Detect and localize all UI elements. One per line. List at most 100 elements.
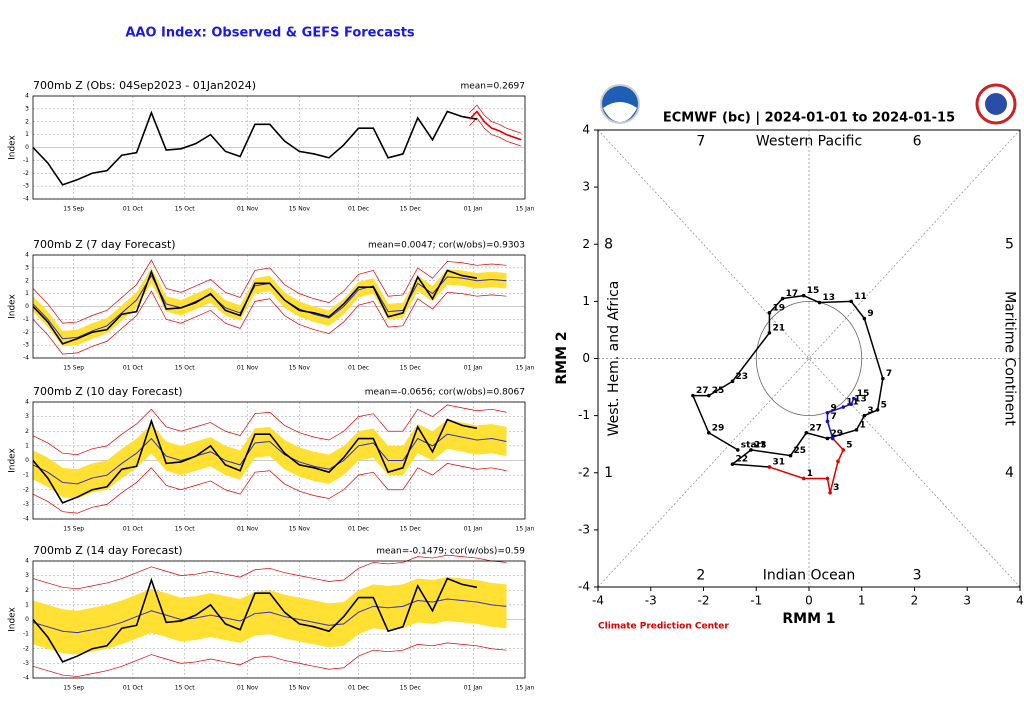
x-tick-label: 15 Nov: [289, 526, 311, 533]
x-tick-label: 01 Jan: [464, 685, 483, 692]
y-tick-label: 2: [25, 587, 29, 594]
track-point: [825, 419, 830, 424]
track-point: [817, 300, 822, 305]
track-point: [767, 311, 772, 315]
envelope-line: [469, 104, 522, 134]
y-tick-label: -3: [23, 501, 29, 508]
y-tick-label: -1: [23, 472, 29, 479]
y-tick-label: -4: [23, 675, 29, 682]
panel-title: 700mb Z (10 day Forecast): [33, 385, 183, 398]
x-tick-label: 15 Oct: [175, 685, 196, 692]
envelope-line: [32, 463, 507, 514]
phase-label: 6: [913, 133, 922, 149]
plot-frame: [32, 95, 526, 200]
x-tick-label: 0: [805, 594, 813, 608]
y-tick-label: 3: [582, 180, 590, 194]
track-point: [849, 402, 853, 407]
phase-label: 5: [1005, 236, 1014, 252]
series-line: [32, 269, 478, 345]
series-line: [32, 577, 478, 663]
x-tick-label: 01 Oct: [123, 206, 144, 213]
envelope-line: [32, 259, 507, 324]
track-point: [825, 410, 830, 415]
panel-title: 700mb Z (7 day Forecast): [33, 238, 176, 251]
y-tick-label: 0: [25, 303, 29, 310]
track-label: 5: [881, 400, 887, 410]
plot-frame: [32, 254, 526, 359]
y-tick-label: 3: [25, 105, 29, 112]
track-point: [767, 330, 772, 335]
track-point: [825, 476, 830, 481]
y-tick-label: 2: [25, 118, 29, 125]
chart-title: ECMWF (bc) | 2024-01-01 to 2024-01-15: [663, 111, 955, 126]
region-label: Western Pacific: [756, 133, 862, 149]
track-label: 9: [867, 309, 873, 319]
x-tick-label: 01 Nov: [237, 365, 259, 372]
x-tick-label: 15 Jan: [516, 206, 535, 213]
unit-circle: [755, 300, 863, 417]
envelope-line: [32, 404, 507, 456]
panel-annotation: mean=0.2697: [460, 82, 525, 92]
x-tick-label: 01 Nov: [237, 685, 259, 692]
track-point: [849, 299, 853, 304]
y-tick-label: -2: [23, 170, 29, 177]
phase-label: 3: [913, 568, 922, 584]
panel-annotation: mean=-0.1479; cor(w/obs)=0.59: [376, 547, 525, 557]
y-tick-label: 0: [25, 616, 29, 623]
y-tick-label: 3: [25, 572, 29, 579]
track-label: 7: [886, 369, 892, 379]
x-tick-label: 01 Dec: [348, 206, 369, 213]
x-tick-label: 01 Jan: [464, 206, 483, 213]
track-label: 11: [854, 292, 867, 302]
panel-title: 700mb Z (14 day Forecast): [33, 544, 183, 557]
phase-label: 4: [1005, 465, 1014, 481]
x-tick-label: -1: [750, 594, 762, 608]
track-label: 1: [859, 420, 865, 430]
x-tick-label: 15 Jan: [516, 526, 535, 533]
track-point: [830, 436, 835, 441]
track-point: [706, 393, 711, 398]
track-label: 3: [867, 406, 873, 416]
x-tick-label: -3: [645, 594, 657, 608]
y-tick-label: -1: [23, 157, 29, 164]
track-point: [691, 393, 695, 398]
track-point: [836, 459, 840, 464]
y-tick-label: -3: [23, 660, 29, 667]
y-tick-label: 3: [25, 413, 29, 420]
y-tick-label: 2: [25, 428, 29, 435]
y-tick-label: -3: [23, 342, 29, 349]
y-axis-label: RMM 2: [554, 331, 570, 384]
y-tick-label: -3: [23, 183, 29, 190]
y-tick-label: 4: [25, 252, 29, 259]
y-tick-label: 4: [25, 558, 29, 565]
x-tick-label: 15 Oct: [175, 206, 196, 213]
x-tick-label: 01 Dec: [348, 526, 369, 533]
y-tick-label: 1: [25, 290, 29, 297]
series-line: [468, 110, 522, 141]
track-point: [854, 428, 859, 432]
track-point: [801, 476, 806, 481]
y-tick-label: -4: [23, 196, 29, 203]
x-tick-label: 01 Jan: [464, 526, 483, 533]
y-tick-label: 4: [25, 93, 29, 100]
track-label: 15: [857, 389, 870, 399]
track-label: 13: [854, 395, 867, 405]
plot-frame: [32, 560, 526, 679]
y-tick-label: 2: [25, 277, 29, 284]
track-point: [875, 408, 880, 412]
track-label: 11: [846, 398, 859, 408]
track-point: [788, 453, 793, 458]
track-label: start: [741, 440, 766, 450]
x-tick-label: 15 Dec: [400, 365, 421, 372]
phase-label: 1: [604, 465, 613, 481]
phase-label: 2: [696, 568, 705, 584]
y-axis-label: Index: [8, 606, 18, 631]
y-tick-label: 3: [25, 264, 29, 271]
track-label: 31: [772, 458, 785, 468]
track-point: [730, 379, 735, 384]
x-tick-label: 15 Jan: [516, 685, 535, 692]
y-axis-label: Index: [8, 134, 18, 159]
y-tick-label: -2: [23, 486, 29, 493]
x-tick-label: 01 Jan: [464, 365, 483, 372]
envelope-line: [469, 117, 522, 147]
